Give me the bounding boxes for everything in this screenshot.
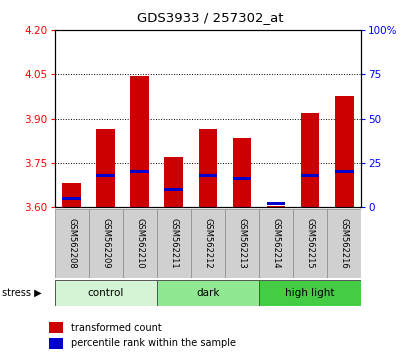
Bar [293, 209, 327, 278]
Text: GSM562211: GSM562211 [169, 218, 178, 269]
Bar [157, 209, 191, 278]
Bar [335, 97, 354, 207]
Text: high light: high light [285, 288, 335, 298]
Bar [49, 322, 63, 333]
Bar [259, 280, 361, 306]
Bar [301, 113, 320, 207]
Bar [301, 174, 320, 177]
Bar [233, 177, 251, 181]
Bar [233, 138, 251, 207]
Text: GSM562208: GSM562208 [67, 218, 76, 269]
Text: GSM562216: GSM562216 [340, 218, 349, 269]
Text: control: control [87, 288, 124, 298]
Bar [130, 76, 149, 207]
Bar [191, 209, 225, 278]
Bar [267, 202, 286, 205]
Bar [165, 157, 183, 207]
Text: GSM562214: GSM562214 [272, 218, 281, 269]
Bar [157, 280, 259, 306]
Text: GSM562212: GSM562212 [203, 218, 213, 269]
Bar [199, 129, 217, 207]
Bar [55, 209, 89, 278]
Bar [327, 209, 361, 278]
Bar [199, 174, 217, 177]
Text: transformed count: transformed count [71, 322, 161, 332]
Text: stress ▶: stress ▶ [2, 288, 42, 298]
Text: GDS3933 / 257302_at: GDS3933 / 257302_at [137, 11, 283, 24]
Bar [130, 170, 149, 173]
Text: GSM562215: GSM562215 [306, 218, 315, 269]
Text: GSM562209: GSM562209 [101, 218, 110, 269]
Text: GSM562213: GSM562213 [237, 218, 247, 269]
Bar [225, 209, 259, 278]
Bar [62, 183, 81, 207]
Bar [96, 174, 115, 177]
Text: percentile rank within the sample: percentile rank within the sample [71, 338, 236, 348]
Bar [49, 338, 63, 349]
Text: dark: dark [196, 288, 220, 298]
Bar [335, 170, 354, 173]
Bar [259, 209, 293, 278]
Bar [96, 129, 115, 207]
Bar [55, 280, 157, 306]
Bar [123, 209, 157, 278]
Bar [89, 209, 123, 278]
Bar [62, 197, 81, 200]
Bar [165, 188, 183, 191]
Text: GSM562210: GSM562210 [135, 218, 144, 269]
Bar [267, 206, 286, 207]
